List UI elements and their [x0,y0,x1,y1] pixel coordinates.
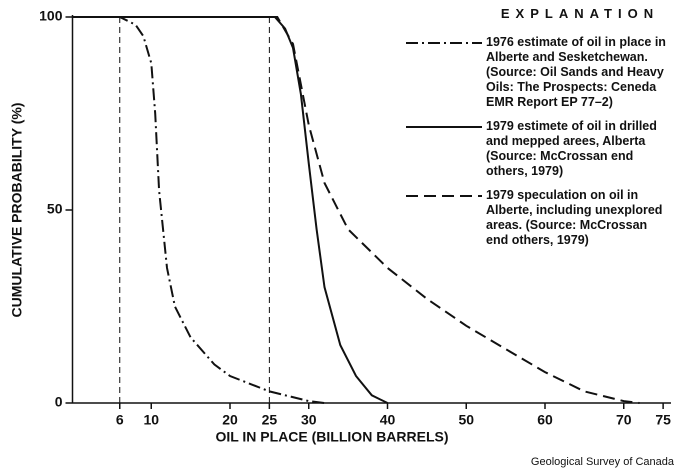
x-tick-label: 30 [301,412,317,428]
y-tick-label: 0 [55,394,63,410]
x-tick-label: 75 [655,412,671,428]
legend-swatch [406,42,482,44]
source: Geological Survey of Canada [530,456,674,468]
legend-entry: 1979 estimete of oil in drilled and mepp… [404,119,676,179]
x-tick-label: 50 [458,412,474,428]
legend-label: 1979 estimete of oil in drilled and mepp… [486,119,657,178]
legend-label: 1979 speculation on oil in Alberte, incl… [486,188,663,247]
legend-label: 1976 estimate of oil in place in Alberte… [486,35,666,109]
y-axis-label: CUMULATIVE PROBABILITY (%) [9,103,25,318]
x-axis-label: OIL IN PLACE (BILLION BARRELS) [215,429,448,445]
legend-title: EXPLANATION [500,6,660,21]
y-tick-label: 100 [39,8,63,24]
x-tick-label: 40 [380,412,396,428]
legend: EXPLANATION 1976 estimate of oil in plac… [404,6,676,257]
x-tick-label: 6 [116,412,124,428]
x-tick-label: 25 [262,412,278,428]
x-tick-label: 20 [222,412,238,428]
x-tick-label: 60 [537,412,553,428]
legend-swatch [406,126,482,128]
legend-swatch [406,195,482,197]
series-line [72,16,325,404]
legend-entry: 1979 speculation on oil in Alberte, incl… [404,188,676,248]
y-tick-label: 50 [47,201,63,217]
legend-entry: 1976 estimate of oil in place in Alberte… [404,35,676,110]
series-line [72,16,640,404]
x-tick-label: 70 [616,412,632,428]
x-tick-label: 10 [143,412,159,428]
